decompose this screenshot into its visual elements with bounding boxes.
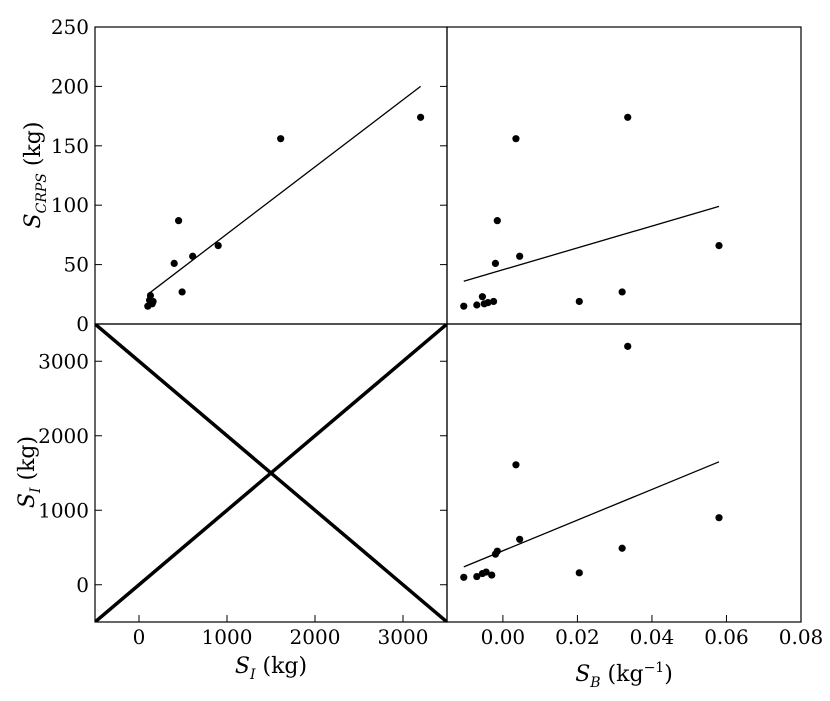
data-point-9 <box>189 252 197 260</box>
panels-layer <box>94 26 802 623</box>
top-ylabel-unit: (kg) <box>21 122 46 174</box>
data-point-2 <box>473 572 481 581</box>
left-x-tick-label-2000: 2000 <box>290 625 341 649</box>
data-point-10 <box>516 252 524 260</box>
left-x-tick-label-1000: 1000 <box>202 625 253 649</box>
bottom-ylabel-unit: (kg) <box>15 436 40 488</box>
data-point-11 <box>618 544 626 552</box>
left-x-tick-label-3000: 3000 <box>378 625 429 649</box>
data-point-9 <box>516 535 524 543</box>
panel-top-left-frame <box>94 26 448 325</box>
data-point-14 <box>715 241 723 250</box>
bottom-ylabel-base: S <box>15 493 40 508</box>
top-y-tick-label-50: 50 <box>64 253 89 277</box>
data-point-3 <box>146 291 155 300</box>
panel-top-left <box>94 26 448 325</box>
left-xlabel-base: S <box>235 654 250 679</box>
panel-top-right-plot-area <box>460 113 723 310</box>
data-point-7 <box>491 259 500 268</box>
diagonal-line-2 <box>95 324 447 622</box>
data-point-11 <box>277 135 285 143</box>
top-y-tick-label-100: 100 <box>51 193 89 217</box>
panel-bottom-right-plot-area <box>460 342 723 581</box>
top-y-tick-label-0: 0 <box>76 312 89 336</box>
top-y-tick-label-250: 250 <box>51 15 89 39</box>
data-point-1 <box>460 302 468 310</box>
bottom-y-axis-label: SI (kg) <box>15 436 44 508</box>
data-point-7 <box>175 217 183 225</box>
panel-top-left-plot-area <box>144 85 425 310</box>
data-point-10 <box>575 569 583 577</box>
data-point-5 <box>484 299 492 307</box>
bottom-y-tick-label-3000: 3000 <box>38 349 89 373</box>
panel-top-right-frame <box>446 26 802 325</box>
data-point-10 <box>214 241 222 250</box>
data-point-8 <box>178 288 186 296</box>
left-x-axis-label: SI (kg) <box>235 654 307 683</box>
bottom-ylabel-sub: I <box>28 487 44 494</box>
ticks-layer: 0 50 100 150 200 250 0 1000 2000 3000 0 1000 2000 300… <box>38 15 823 649</box>
data-point-11 <box>575 297 583 306</box>
bottom-y-tick-label-1000: 1000 <box>38 498 89 522</box>
panel-bottom-right <box>446 323 802 623</box>
panel-bottom-left-plot-area <box>95 324 447 622</box>
data-point-6 <box>170 259 178 268</box>
data-point-5 <box>488 571 496 579</box>
data-point-12 <box>618 288 626 296</box>
right-xlabel-unit-end: ) <box>664 662 673 687</box>
top-y-tick-label-150: 150 <box>51 134 89 158</box>
data-point-9 <box>512 135 520 143</box>
top-ylabel-base: S <box>21 213 46 228</box>
data-point-8 <box>493 217 501 225</box>
right-xlabel-unit: (kg <box>601 662 644 687</box>
data-point-4 <box>482 568 490 576</box>
right-xlabel-sub: B <box>589 675 600 691</box>
top-ylabel-sub: CRPS <box>34 173 50 213</box>
data-point-7 <box>493 547 501 555</box>
axis-labels-layer: SCRPS (kg) SI (kg) SI (kg) SB (kg−1) <box>15 122 673 691</box>
data-point-12 <box>624 342 632 350</box>
panel-bottom-left <box>94 323 448 623</box>
bottom-y-tick-label-2000: 2000 <box>38 424 89 448</box>
right-xlabel-sup: −1 <box>644 660 665 676</box>
data-point-6 <box>489 297 498 306</box>
data-point-2 <box>473 301 481 309</box>
fit-line <box>463 205 720 282</box>
data-point-3 <box>478 293 486 301</box>
right-x-axis-label: SB (kg−1) <box>575 660 673 691</box>
data-point-1 <box>460 573 468 581</box>
data-point-13 <box>715 514 723 522</box>
left-xlabel-unit: (kg) <box>256 654 308 679</box>
fit-line <box>463 461 720 568</box>
top-y-tick-label-200: 200 <box>51 74 89 98</box>
right-x-tick-label-0.02: 0.02 <box>555 625 600 649</box>
top-y-axis-label: SCRPS (kg) <box>21 122 50 229</box>
right-x-tick-label-0.08: 0.08 <box>779 625 824 649</box>
data-point-12 <box>417 113 425 121</box>
panel-bottom-right-frame <box>446 323 802 623</box>
panel-top-right <box>446 26 802 325</box>
data-point-8 <box>512 461 520 469</box>
right-x-tick-label-0.00: 0.00 <box>481 625 526 649</box>
left-xlabel-sub: I <box>249 667 256 683</box>
right-x-tick-label-0.06: 0.06 <box>704 625 749 649</box>
data-point-5 <box>149 297 157 306</box>
right-xlabel-base: S <box>575 662 590 687</box>
data-point-13 <box>624 113 632 121</box>
right-x-tick-label-0.04: 0.04 <box>630 625 675 649</box>
fit-line <box>147 85 421 295</box>
left-x-tick-label-0: 0 <box>133 625 146 649</box>
bottom-y-tick-label-0: 0 <box>76 573 89 597</box>
